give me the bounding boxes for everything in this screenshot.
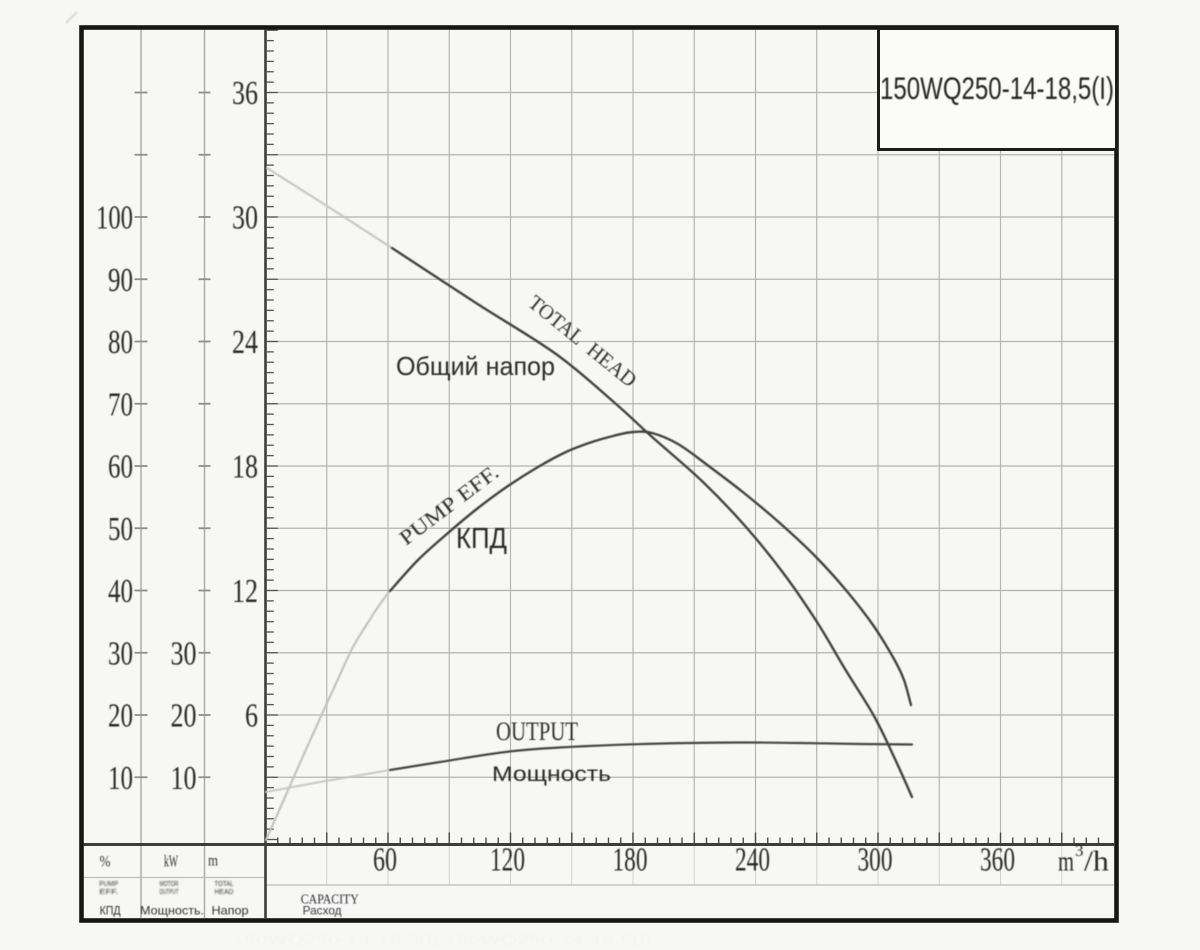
svg-text:10: 10 [108,760,133,797]
svg-text:10: 10 [171,760,197,797]
svg-text:TOTAL: TOTAL [215,881,234,888]
svg-text:360: 360 [980,842,1015,879]
svg-text:24: 24 [232,324,258,361]
svg-text:30: 30 [171,635,197,672]
svg-text:OUTPUT: OUTPUT [160,889,179,896]
svg-text:30: 30 [232,200,258,237]
svg-text:60: 60 [108,449,133,486]
svg-text:80: 80 [108,324,133,361]
svg-text:180: 180 [613,842,648,879]
svg-text:m: m [208,853,218,870]
svg-text:Общий напор: Общий напор [396,351,555,381]
svg-text:КПД: КПД [456,523,507,555]
svg-text:kW: kW [164,852,179,871]
svg-text:MOTOR: MOTOR [160,881,179,888]
svg-text:30: 30 [108,635,133,672]
svg-text:60: 60 [373,842,397,879]
svg-text:18: 18 [232,449,258,486]
svg-text:OUTPUT: OUTPUT [496,716,578,746]
svg-text:36: 36 [232,75,258,112]
svg-text:CAPACITY: CAPACITY [301,893,359,908]
svg-text:EFF.: EFF. [99,889,118,896]
svg-text:3: 3 [1075,841,1084,860]
svg-text:Напор: Напор [212,904,249,918]
svg-text:12: 12 [232,573,258,610]
svg-text:m: m [1058,846,1074,878]
svg-text:Расход: Расход [303,904,342,918]
svg-text:Мощность.: Мощность. [140,904,204,918]
svg-text:90: 90 [108,262,133,299]
svg-text:240: 240 [735,842,770,879]
svg-text:150WQ250-14-18,5(I) 150WQ250-1: 150WQ250-14-18,5(I) 150WQ250-14-18,5(I) [232,932,652,947]
svg-text:40: 40 [108,573,133,610]
svg-text:300: 300 [858,842,893,879]
svg-text:Мощность: Мощность [492,763,611,786]
svg-text:150WQ250-14-18,5(I): 150WQ250-14-18,5(I) [880,70,1114,106]
svg-text:70: 70 [108,386,133,423]
svg-text:%: % [100,854,111,871]
svg-text:6: 6 [245,698,258,735]
svg-text:100: 100 [96,200,133,237]
svg-text:PUMP: PUMP [99,881,118,888]
svg-text:120: 120 [490,842,525,879]
svg-text:КПД: КПД [100,904,121,918]
svg-text:50: 50 [108,511,133,548]
svg-text:20: 20 [108,698,133,735]
svg-text:HEAD: HEAD [215,889,234,896]
svg-text:20: 20 [171,698,197,735]
svg-text:/h: /h [1084,846,1110,878]
